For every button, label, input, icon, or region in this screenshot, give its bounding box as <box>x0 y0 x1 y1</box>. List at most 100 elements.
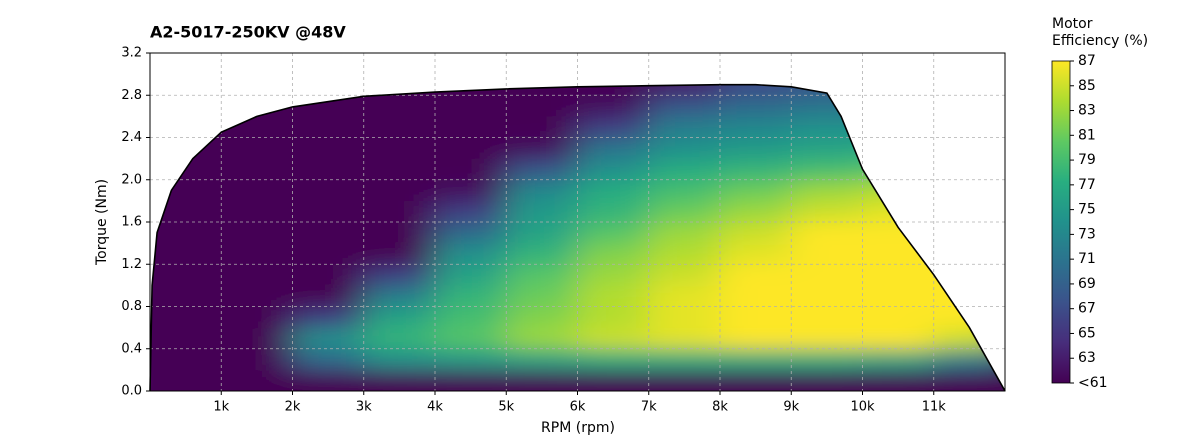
heatmap-cell <box>933 263 1005 286</box>
y-tick-label: 2.4 <box>121 130 142 145</box>
heatmap-cell <box>862 221 935 244</box>
heatmap-cell <box>648 137 721 160</box>
heatmap-cell <box>220 179 293 202</box>
heatmap-cell <box>292 137 365 160</box>
x-tick-label: 4k <box>427 400 443 415</box>
heatmap-cell <box>363 94 436 117</box>
heatmap-cell <box>648 221 721 244</box>
heatmap-cell <box>150 306 222 329</box>
y-tick-label: 0.8 <box>121 299 142 314</box>
heatmap-cell <box>719 263 792 286</box>
heatmap-cell <box>220 263 293 286</box>
y-tick-label: 3.2 <box>121 46 142 61</box>
x-tick-label: 10k <box>850 400 875 415</box>
heatmap-cell <box>220 242 293 265</box>
colorbar-tick-label: 63 <box>1078 350 1096 366</box>
heatmap-cell <box>933 242 1005 265</box>
heatmap-cell <box>150 369 222 391</box>
heatmap-cell <box>790 115 863 138</box>
heatmap-cell <box>577 369 650 391</box>
y-tick-label: 2.0 <box>121 172 142 187</box>
heatmap-cell <box>150 327 222 350</box>
x-tick-label: 1k <box>213 400 229 415</box>
heatmap-cell <box>790 242 863 265</box>
heatmap-cell <box>292 84 365 96</box>
heatmap-cell <box>648 327 721 350</box>
heatmap-cell <box>150 137 222 160</box>
heatmap-cell <box>648 242 721 265</box>
heatmap-cell <box>790 369 863 391</box>
colorbar-tick-label: 77 <box>1078 177 1096 193</box>
heatmap-cell <box>434 306 507 329</box>
heatmap-cell <box>719 137 792 160</box>
heatmap-cell <box>719 94 792 117</box>
heatmap-cell <box>150 221 222 244</box>
heatmap-cell <box>862 200 935 223</box>
y-tick-label: 0.4 <box>121 341 142 356</box>
heatmap-cell <box>577 137 650 160</box>
heatmap-cell <box>790 306 863 329</box>
heatmap-cell <box>577 115 650 138</box>
heatmap-cell <box>577 179 650 202</box>
heatmap-cell <box>577 221 650 244</box>
heatmap-cell <box>220 221 293 244</box>
heatmap-cell <box>648 115 721 138</box>
heatmap-cell <box>434 179 507 202</box>
heatmap-cell <box>150 94 222 117</box>
heatmap-cell <box>933 158 1005 181</box>
y-tick-label: 0.0 <box>121 384 142 399</box>
colorbar-tick-label: 75 <box>1078 202 1096 218</box>
heatmap-cell <box>505 263 578 286</box>
heatmap-cell <box>648 84 721 96</box>
heatmap-cell <box>292 200 365 223</box>
heatmap-cell <box>719 348 792 371</box>
heatmap-cell <box>577 263 650 286</box>
heatmap-cell <box>790 327 863 350</box>
heatmap-cell <box>363 115 436 138</box>
heatmap-cell <box>719 158 792 181</box>
heatmap-cell <box>150 53 222 75</box>
heatmap-cell <box>577 94 650 117</box>
heatmap-cell <box>577 306 650 329</box>
heatmap-cell <box>648 306 721 329</box>
heatmap-cell <box>505 200 578 223</box>
heatmap-cell <box>505 348 578 371</box>
heatmap-cell <box>577 284 650 307</box>
colorbar-tick-label: 81 <box>1078 127 1096 143</box>
heatmap-cell <box>862 284 935 307</box>
heatmap-cell <box>719 327 792 350</box>
heatmap-cell <box>862 369 935 391</box>
heatmap-cell <box>292 115 365 138</box>
heatmap-cell <box>505 369 578 391</box>
heatmap-cell <box>363 306 436 329</box>
heatmap-cell <box>505 327 578 350</box>
heatmap-cell <box>720 53 792 75</box>
heatmap-cell <box>933 53 1005 75</box>
heatmap-cell <box>220 348 293 371</box>
heatmap-cell <box>933 179 1005 202</box>
heatmap-cell <box>292 348 365 371</box>
heatmap-cell <box>150 263 222 286</box>
colorbar-label: Efficiency (%) <box>1052 33 1148 49</box>
heatmap-cell <box>648 179 721 202</box>
colorbar-label: Motor <box>1052 16 1093 32</box>
heatmap-cell <box>933 137 1005 160</box>
heatmap-cell <box>292 327 365 350</box>
heatmap-cell <box>434 369 507 391</box>
heatmap-cell <box>648 348 721 371</box>
heatmap-cell <box>648 158 721 181</box>
heatmap-cell <box>862 263 935 286</box>
foreground: 1k 2k 3k 4k 5k 6k 7k 8k 9k 10k 11k 0.0 0.4 0.8 1.2 1.6 2… <box>121 46 1107 415</box>
heatmap-cell <box>434 200 507 223</box>
heatmap-cell <box>933 369 1005 391</box>
heatmap-cell <box>292 242 365 265</box>
heatmap-cell <box>505 242 578 265</box>
heatmap-cell <box>790 200 863 223</box>
x-axis-label: RPM (rpm) <box>541 420 615 436</box>
heatmap-cell <box>292 53 364 75</box>
heatmap-cell <box>933 327 1005 350</box>
colorbar-tick-label: 85 <box>1078 78 1096 94</box>
heatmap-cell <box>862 327 935 350</box>
colorbar-tick-label: <61 <box>1078 375 1108 391</box>
